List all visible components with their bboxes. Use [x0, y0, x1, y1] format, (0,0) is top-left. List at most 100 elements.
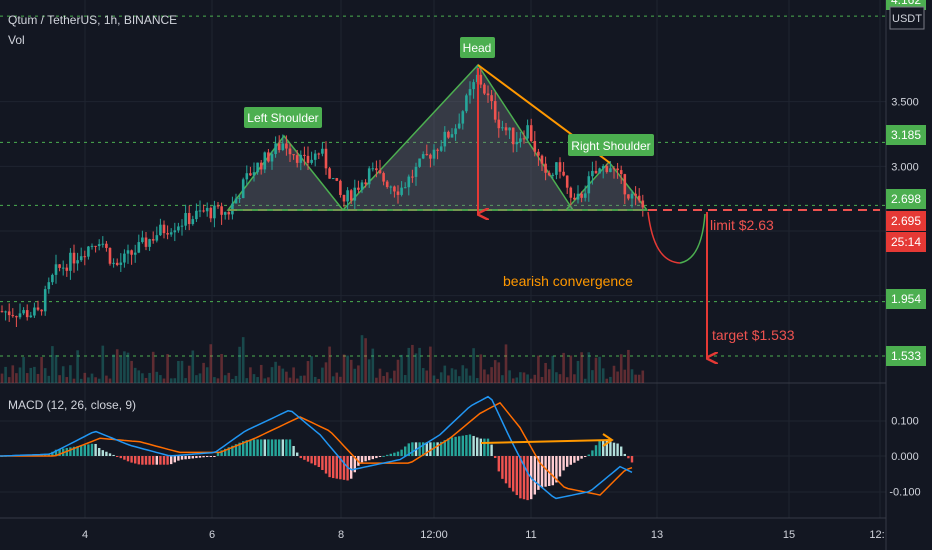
- volume-bar: [353, 368, 357, 383]
- macd-histogram-bar: [454, 436, 457, 456]
- volume-bar: [331, 376, 335, 383]
- volume-bar: [227, 372, 231, 383]
- candle-body: [241, 179, 245, 199]
- volume-bar: [7, 377, 11, 383]
- candle-body: [519, 138, 522, 142]
- macd-histogram-bar: [342, 456, 346, 480]
- macd-histogram-bar: [555, 456, 558, 483]
- volume-bar: [328, 346, 331, 383]
- macd-histogram-bar: [396, 451, 400, 456]
- macd-histogram-bar: [317, 456, 320, 468]
- level-lines: [0, 15, 886, 357]
- candle-body: [202, 210, 205, 212]
- candlesticks: [0, 65, 645, 327]
- candle-body: [537, 151, 540, 156]
- volume-bar: [526, 374, 529, 383]
- volume-bar: [40, 356, 43, 383]
- candle-body: [562, 171, 565, 176]
- volume-bar: [580, 352, 583, 383]
- volume-bar: [637, 374, 641, 383]
- candle-body: [483, 84, 486, 94]
- candle-body: [511, 127, 515, 145]
- candle-body: [223, 212, 227, 215]
- volume-bar: [605, 378, 609, 383]
- volume-bar: [504, 344, 508, 383]
- price-badge-text: 1.533: [891, 349, 921, 363]
- volume-bar: [454, 369, 457, 383]
- volume-bar: [313, 376, 317, 383]
- volume-bar: [274, 361, 277, 383]
- candle-body: [526, 125, 529, 139]
- candle-body: [299, 154, 303, 163]
- volume-bar: [483, 369, 486, 383]
- time-axis[interactable]: 4 6 8 12:00 11 13 15 12:: [82, 529, 885, 541]
- volume-bar: [601, 368, 605, 383]
- macd-histogram-bar: [497, 456, 500, 472]
- candle-body: [36, 307, 40, 310]
- volume-bar: [267, 377, 270, 383]
- candle-body: [238, 198, 241, 200]
- macd-histogram-bar: [440, 441, 443, 456]
- candle-body: [576, 193, 580, 200]
- candle-body: [605, 166, 609, 173]
- volume-bar: [544, 362, 547, 383]
- macd-histogram-bar: [141, 456, 144, 465]
- macd-histogram-bar: [76, 446, 79, 456]
- macd-histogram-bar: [130, 456, 133, 463]
- macd-histogram-bar: [238, 442, 241, 456]
- candle-body: [360, 182, 364, 190]
- macd-histogram-bar: [83, 444, 86, 456]
- candle-body: [609, 168, 612, 173]
- volume-bar: [205, 367, 209, 383]
- volume-bar: [569, 355, 573, 383]
- volume-bar: [475, 378, 479, 383]
- macd-histogram-bar: [252, 439, 256, 456]
- volume-bar: [4, 366, 7, 383]
- macd-histogram-bar: [310, 456, 313, 464]
- candle-body: [407, 176, 411, 188]
- bearish-convergence-text: bearish convergence: [503, 273, 633, 289]
- volume-bar: [583, 378, 587, 383]
- candle-body: [11, 315, 15, 317]
- volume-bar: [565, 377, 569, 383]
- candle-body: [61, 267, 65, 269]
- candle-body: [184, 213, 187, 226]
- macd-histogram-bar: [602, 440, 605, 456]
- volume-bar: [418, 347, 421, 383]
- macd-histogram-bar: [227, 447, 230, 456]
- macd-histogram-bar: [191, 456, 194, 459]
- macd-histogram-bar: [296, 452, 299, 456]
- candle-body: [637, 195, 641, 201]
- macd-histogram-bar: [544, 456, 547, 487]
- candle-body: [544, 163, 547, 173]
- macd-histogram-bar: [616, 443, 619, 456]
- candle-body: [274, 143, 277, 155]
- volume-bar: [54, 355, 58, 383]
- candle-body: [65, 267, 69, 271]
- candle-body: [371, 168, 375, 170]
- macd-histogram-bar: [476, 437, 479, 456]
- candle-body: [216, 205, 220, 207]
- macd-histogram-bar: [353, 456, 356, 473]
- candle-body: [587, 176, 591, 194]
- volume-bar: [270, 367, 274, 383]
- candle-body: [295, 155, 299, 163]
- candle-body: [547, 172, 551, 176]
- macd-histogram-bar: [285, 439, 288, 456]
- macd-histogram-bar: [263, 439, 266, 456]
- candle-body: [425, 154, 429, 156]
- volume-bar: [83, 372, 87, 383]
- volume-bar: [72, 378, 76, 383]
- candle-body: [346, 190, 349, 202]
- macd-histogram-bar: [584, 456, 587, 457]
- candle-body: [623, 174, 627, 195]
- macd-histogram-bar: [260, 439, 263, 456]
- macd-histogram-bar: [155, 456, 158, 465]
- price-axis[interactable]: 3.500 3.000 0.100 0.000 -0.100 4.162 3.185 2.69…: [886, 0, 926, 499]
- macd-histogram-bar: [425, 442, 428, 456]
- macd-histogram-bar: [123, 456, 126, 460]
- candle-body: [591, 170, 594, 177]
- macd-histogram-bar: [537, 456, 540, 490]
- volume-bar: [623, 369, 627, 383]
- macd-histogram-bar: [519, 456, 522, 499]
